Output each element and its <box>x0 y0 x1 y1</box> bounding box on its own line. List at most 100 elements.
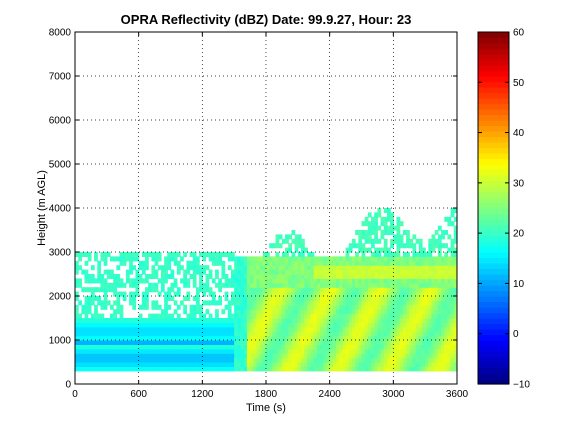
heatmap-cell <box>167 296 172 301</box>
heatmap-cell <box>453 348 457 354</box>
heatmap-cell <box>374 296 379 301</box>
heatmap-cell <box>186 340 191 345</box>
heatmap-cell <box>310 278 315 284</box>
heatmap-cell <box>78 322 82 328</box>
heatmap-cell <box>390 366 394 372</box>
colorbar-segment <box>478 142 509 149</box>
heatmap-cell <box>170 313 175 319</box>
heatmap-cell <box>383 309 388 315</box>
heatmap-cell <box>399 313 404 319</box>
heatmap-cell <box>307 287 312 293</box>
heatmap-cell <box>132 331 137 337</box>
heatmap-cell <box>275 362 280 367</box>
heatmap-cell <box>316 304 321 310</box>
heatmap-cell <box>202 291 207 297</box>
heatmap-cell <box>189 331 194 337</box>
heatmap-cell <box>450 357 455 363</box>
heatmap-cell <box>180 357 184 363</box>
heatmap-cell <box>386 309 391 315</box>
heatmap-cell <box>90 362 95 367</box>
heatmap-cell <box>116 344 121 350</box>
heatmap-cell <box>167 260 172 266</box>
heatmap-cell <box>224 326 229 332</box>
heatmap-cell <box>192 322 197 328</box>
heatmap-cell <box>332 300 337 306</box>
heatmap-cell <box>145 278 149 284</box>
heatmap-cell <box>348 278 353 284</box>
heatmap-cell <box>176 304 181 310</box>
heatmap-cell <box>399 291 404 297</box>
heatmap-cell <box>116 256 121 262</box>
heatmap-cell <box>402 313 407 319</box>
heatmap-cell <box>94 296 98 301</box>
heatmap-cell <box>269 318 273 323</box>
heatmap-cell <box>421 318 426 323</box>
heatmap-cell <box>406 348 410 354</box>
heatmap-cell <box>380 318 385 323</box>
heatmap-cell <box>361 326 366 332</box>
heatmap-cell <box>138 335 143 341</box>
heatmap-cell <box>208 318 213 323</box>
heatmap-cell <box>192 357 197 363</box>
heatmap-cell <box>358 331 363 337</box>
heatmap-cell <box>183 331 188 337</box>
heatmap-cell <box>145 357 149 363</box>
heatmap-cell <box>269 348 273 354</box>
heatmap-cell <box>409 335 414 341</box>
heatmap-cell <box>450 278 455 284</box>
heatmap-cell <box>367 318 372 323</box>
heatmap-cell <box>151 348 156 354</box>
heatmap-cell <box>390 335 394 341</box>
heatmap-cell <box>145 252 149 257</box>
heatmap-cell <box>266 265 270 271</box>
heatmap-cell <box>164 309 168 315</box>
x-tick-label: 2400 <box>319 389 342 400</box>
heatmap-cell <box>110 340 114 345</box>
heatmap-cell <box>253 348 258 354</box>
heatmap-cell <box>409 256 414 262</box>
heatmap-cell <box>418 326 423 332</box>
heatmap-cell <box>103 300 108 306</box>
heatmap-cell <box>90 366 95 372</box>
heatmap-cell <box>167 353 172 359</box>
heatmap-cell <box>234 313 238 319</box>
heatmap-cell <box>358 265 363 271</box>
heatmap-cell <box>383 216 388 222</box>
heatmap-cell <box>383 247 388 253</box>
heatmap-cell <box>396 260 401 266</box>
heatmap-cell <box>323 318 328 323</box>
heatmap-cell <box>164 331 168 337</box>
heatmap-cell <box>288 256 293 262</box>
heatmap-cell <box>437 348 442 354</box>
heatmap-cell <box>237 256 242 262</box>
heatmap-cell <box>230 357 235 363</box>
heatmap-cell <box>84 357 89 363</box>
heatmap-cell <box>75 260 79 266</box>
y-tick-label: 8000 <box>49 28 72 39</box>
heatmap-cell <box>211 322 216 328</box>
y-tick-label: 3000 <box>49 248 72 259</box>
heatmap-cell <box>409 278 414 284</box>
heatmap-cell <box>224 357 229 363</box>
heatmap-cell <box>237 274 242 279</box>
heatmap-cell <box>94 331 98 337</box>
heatmap-cell <box>288 322 293 328</box>
heatmap-cell <box>355 243 359 249</box>
heatmap-cell <box>113 366 117 372</box>
heatmap-cell <box>355 274 359 279</box>
heatmap-cell <box>285 313 289 319</box>
heatmap-cell <box>151 318 156 323</box>
heatmap-cell <box>259 300 264 306</box>
heatmap-cell <box>339 282 343 288</box>
heatmap-cell <box>367 278 372 284</box>
heatmap-cell <box>390 313 394 319</box>
heatmap-cell <box>377 265 382 271</box>
heatmap-cell <box>390 256 394 262</box>
heatmap-cell <box>320 291 324 297</box>
heatmap-cell <box>122 326 127 332</box>
heatmap-cell <box>307 357 312 363</box>
heatmap-cell <box>266 296 270 301</box>
heatmap-cell <box>183 357 188 363</box>
heatmap-cell <box>316 269 321 275</box>
heatmap-cell <box>380 331 385 337</box>
